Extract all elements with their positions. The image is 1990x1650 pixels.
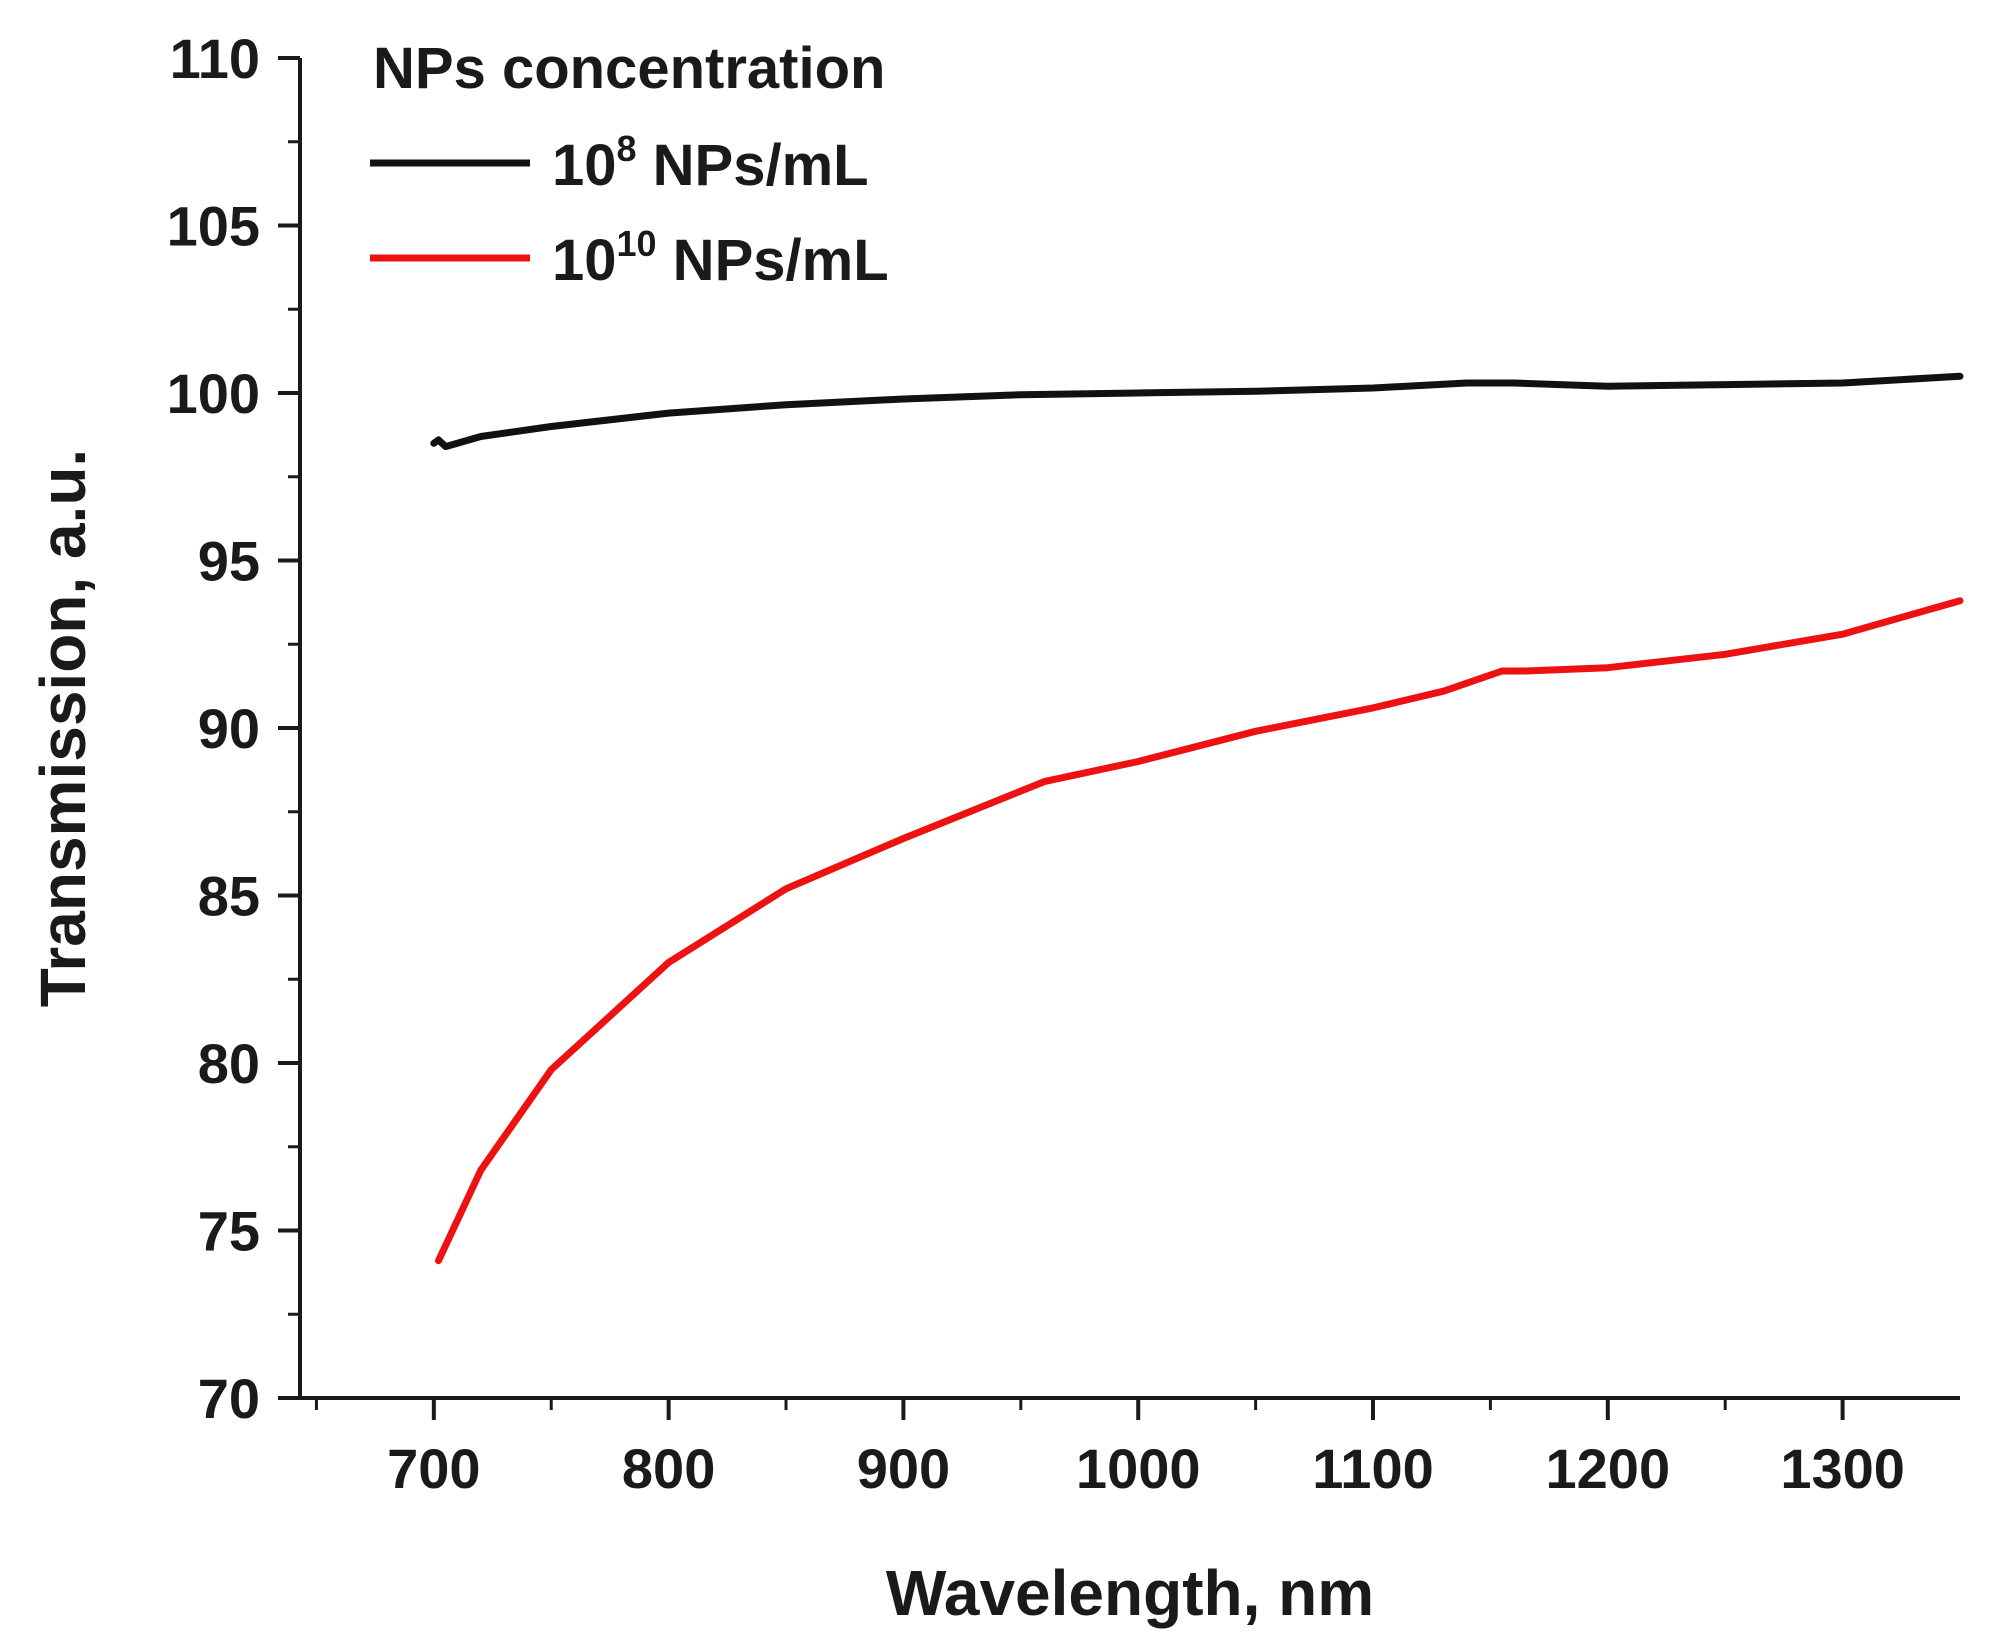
legend-label-1e10-unit: NPs/mL	[657, 228, 889, 293]
x-tick-label-1000: 1000	[1076, 1437, 1201, 1500]
legend-title: NPs concentration	[373, 36, 885, 101]
x-tick-label-1100: 1100	[1312, 1437, 1434, 1500]
legend-label-1e8-exponent: 8	[617, 128, 637, 169]
y-tick-label-75: 75	[198, 1200, 260, 1263]
legend-label-1e10-base: 10	[552, 228, 617, 293]
legend-label-1e8-base: 10	[552, 133, 617, 198]
y-tick-label-110: 110	[170, 27, 260, 90]
y-tick-label-70: 70	[198, 1367, 260, 1430]
series	[430, 372, 1964, 1265]
x-tick-label-900: 900	[857, 1437, 950, 1500]
legend-label-1e8: 108 NPs/mL	[552, 128, 869, 198]
legend-label-1e10: 1010 NPs/mL	[552, 223, 889, 293]
y-tick-label-105: 105	[167, 195, 260, 258]
x-tick-label-800: 800	[622, 1437, 715, 1500]
series-line-1	[435, 597, 1964, 1265]
axes	[298, 58, 1960, 1400]
x-tick-label-1200: 1200	[1546, 1437, 1671, 1500]
y-tick-label-80: 80	[198, 1032, 260, 1095]
y-tick-label-90: 90	[198, 697, 260, 760]
y-tick-label-100: 100	[167, 362, 260, 425]
legend: NPs concentration 108 NPs/mL 1010 NPs/mL	[370, 36, 889, 293]
ticks: 70 75 80 85 90 95 100 105 110 700 800 900 1000 1100 12…	[167, 27, 1905, 1500]
x-axis-title: Wavelength, nm	[886, 1557, 1374, 1629]
x-tick-label-1300: 1300	[1780, 1437, 1905, 1500]
y-tick-label-95: 95	[198, 530, 260, 593]
x-tick-label-700: 700	[387, 1437, 480, 1500]
legend-label-1e8-unit: NPs/mL	[637, 133, 869, 198]
y-tick-label-85: 85	[198, 865, 260, 928]
legend-entry-1e10: 1010 NPs/mL	[370, 223, 889, 293]
legend-label-1e10-exponent: 10	[617, 223, 657, 264]
legend-entry-1e8: 108 NPs/mL	[370, 128, 869, 198]
y-axis-title: Transmission, a.u.	[27, 449, 99, 1007]
series-line-0	[430, 372, 1964, 451]
